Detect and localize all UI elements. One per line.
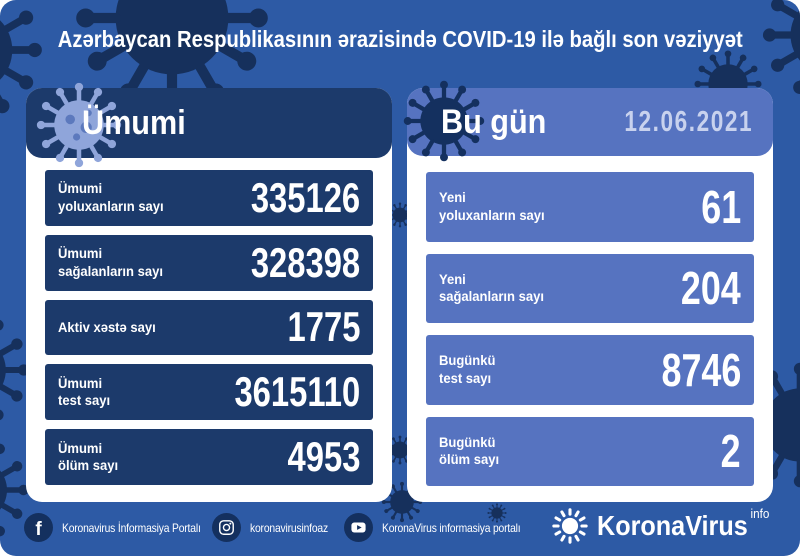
stat-label: yoluxanların sayı [439, 206, 545, 223]
stat-row-new-recovered: Yeni sağalanların sayı 204 [426, 253, 754, 323]
today-rows: Yeni yoluxanların sayı 61 Yeni sağalanla… [426, 172, 754, 486]
stat-row-total-deaths: Ümumi ölüm sayı 4953 [45, 429, 373, 485]
stat-row-total-tests: Ümumi test sayı 3615110 [45, 364, 373, 421]
stat-value: 4953 [287, 433, 360, 481]
stat-label: Yeni [439, 270, 466, 287]
stat-label: Yeni [439, 189, 466, 206]
stat-row-active-cases: Aktiv xəstə sayı 1775 [45, 299, 373, 356]
stat-value: 335126 [250, 173, 360, 221]
facebook-icon: f [24, 513, 53, 542]
facebook-label: Koronavirus İnformasiya Portalı [62, 520, 201, 535]
summary-rows: Ümumi yoluxanların sayı 335126 Ümumi sağ… [45, 170, 373, 485]
stat-value: 61 [701, 180, 741, 233]
stat-row-today-deaths: Bugünkü ölüm sayı 2 [426, 416, 754, 486]
stat-label: Ümumi [58, 180, 103, 197]
koronavirus-info-logo: KoronaVirus info [550, 506, 789, 546]
stat-value: 2 [721, 425, 741, 478]
stat-label: sağalanların sayı [439, 288, 544, 305]
stat-label: sağalanların sayı [58, 262, 163, 279]
youtube-label: KoronaVirus informasiya portalı [382, 520, 521, 535]
stat-value: 3615110 [234, 368, 360, 416]
report-date: 12.06.2021 [624, 105, 753, 138]
stat-label: Aktiv xəstə sayı [58, 318, 156, 335]
stat-row-total-recovered: Ümumi sağalanların sayı 328398 [45, 234, 373, 291]
summary-panel: Ümumi Ümumi yoluxanların sayı 335126 Ümu… [26, 88, 392, 502]
stat-label: test sayı [58, 392, 111, 409]
today-panel-title: Bu gün [441, 102, 547, 141]
stat-value: 204 [681, 262, 741, 315]
page-title-text: Azərbaycan Respublikasının ərazisində CO… [57, 26, 743, 52]
virus-sun-icon [550, 506, 590, 546]
stat-value: 328398 [250, 238, 360, 286]
instagram-icon [212, 513, 241, 542]
stat-label: Ümumi [58, 245, 103, 262]
stat-label: yoluxanların sayı [58, 197, 164, 214]
instagram-label: koronavirusinfoaz [250, 520, 328, 535]
stat-label: Bugünkü [439, 433, 496, 450]
brand-suffix: info [750, 506, 770, 521]
stat-value: 8746 [661, 343, 741, 396]
stat-row-total-infections: Ümumi yoluxanların sayı 335126 [45, 170, 373, 226]
today-panel-header: Bu gün 12.06.2021 [407, 88, 773, 156]
brand-name: KoronaVirus [597, 510, 748, 541]
facebook-link[interactable]: f Koronavirus İnformasiya Portalı [24, 513, 223, 542]
summary-panel-header: Ümumi [26, 88, 392, 158]
stat-label: ölüm sayı [58, 457, 119, 474]
stat-row-today-tests: Bugünkü test sayı 8746 [426, 335, 754, 405]
instagram-link[interactable]: koronavirusinfoaz [212, 513, 341, 542]
today-panel: Bu gün 12.06.2021 Yeni yoluxanların sayı… [407, 88, 773, 502]
summary-panel-title: Ümumi [82, 103, 186, 142]
youtube-link[interactable]: KoronaVirus informasiya portalı [344, 513, 543, 542]
page-title: Azərbaycan Respublikasının ərazisində CO… [0, 26, 800, 53]
youtube-icon [344, 513, 373, 542]
stat-label: test sayı [439, 369, 492, 386]
stat-row-new-infections: Yeni yoluxanların sayı 61 [426, 172, 754, 242]
stat-label: ölüm sayı [439, 451, 500, 468]
stat-label: Ümumi [58, 374, 103, 391]
stat-label: Ümumi [58, 439, 103, 456]
stat-value: 1775 [287, 303, 360, 351]
stat-label: Bugünkü [439, 352, 496, 369]
